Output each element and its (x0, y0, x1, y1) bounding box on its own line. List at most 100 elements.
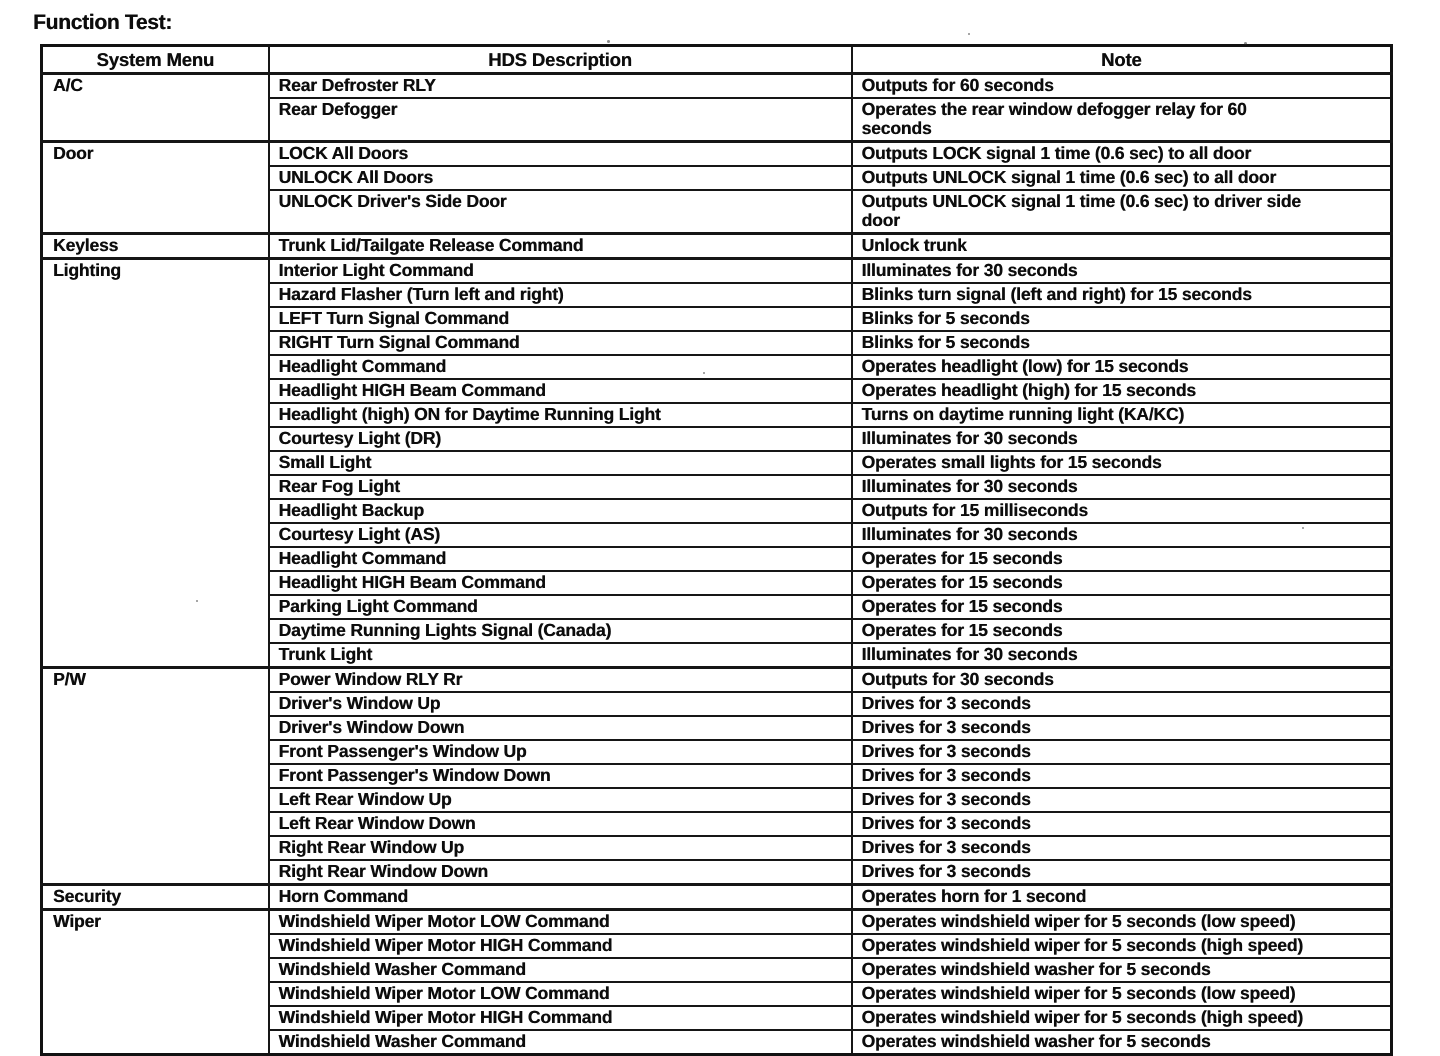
note-cell: Operates headlight (high) for 15 seconds (850, 378, 1393, 404)
note-cell: Blinks for 5 seconds (850, 306, 1393, 332)
hds-description-cell: Headlight Command (267, 354, 853, 380)
hds-description-cell: UNLOCK Driver's Side Door (267, 189, 853, 235)
note-cell: Operates small lights for 15 seconds (850, 450, 1393, 476)
hds-description-cell: Power Window RLY Rr (267, 666, 853, 693)
table-row: P/W Power Window RLY Rr Outputs for 30 sec… (40, 666, 1393, 886)
table-row: Daytime Running Lights Signal (Canada) Op… (42, 618, 1393, 644)
hds-description-cell: Windshield Wiper Motor HIGH Command (267, 933, 853, 959)
note-cell: Drives for 3 seconds (850, 835, 1393, 861)
hds-description-cell: Rear Defogger (267, 97, 853, 143)
note-cell: Operates windshield wiper for 5 seconds … (850, 1005, 1393, 1031)
note-cell: Operates horn for 1 second (850, 883, 1393, 911)
table-row: Courtesy Light (AS) Illuminates for 30 se… (42, 522, 1393, 548)
hds-description-cell: Left Rear Window Down (267, 811, 853, 837)
hds-description-cell: Courtesy Light (AS) (267, 522, 853, 548)
table-row: Right Rear Window Down Drives for 3 secon… (42, 859, 1393, 886)
note-cell: Illuminates for 30 seconds (850, 522, 1393, 548)
hds-description-cell: LOCK All Doors (267, 140, 853, 167)
table-row: Trunk Light Illuminates for 30 seconds (42, 642, 1393, 669)
note-cell: Outputs for 30 seconds (850, 666, 1393, 693)
note-cell: Outputs LOCK signal 1 time (0.6 sec) to … (850, 140, 1393, 167)
scan-speck (1244, 42, 1247, 45)
table-row: Wiper Windshield Wiper Motor LOW Command O… (40, 908, 1393, 1056)
note-cell: Drives for 3 seconds (850, 739, 1393, 765)
note-cell: Unlock trunk (850, 232, 1393, 260)
table-row: A/C Rear Defroster RLY Outputs for 60 seco… (40, 72, 1393, 143)
scan-speck (196, 600, 198, 602)
hds-description-cell: Headlight HIGH Beam Command (267, 570, 853, 596)
table-row: Keyless Trunk Lid/Tailgate Release Comman… (40, 232, 1393, 260)
note-cell: Illuminates for 30 seconds (850, 426, 1393, 452)
table-row: Left Rear Window Up Drives for 3 seconds (42, 787, 1393, 813)
table-row: Rear Defogger Operates the rear window de… (42, 97, 1393, 143)
note-cell: Turns on daytime running light (KA/KC) (850, 402, 1393, 428)
col-header-hds-description: HDS Description (267, 44, 853, 75)
table-row: Windshield Wiper Motor HIGH Command Opera… (42, 1005, 1393, 1031)
system-menu-cell: P/W (40, 666, 270, 886)
table-row: LEFT Turn Signal Command Blinks for 5 sec… (42, 306, 1393, 332)
table-row: Small Light Operates small lights for 15 … (42, 450, 1393, 476)
hds-description-cell: Driver's Window Up (267, 691, 853, 717)
system-menu-cell: A/C (40, 72, 270, 143)
hds-description-cell: Right Rear Window Down (267, 859, 853, 886)
note-cell: Operates for 15 seconds (850, 546, 1393, 572)
hds-description-cell: Headlight HIGH Beam Command (267, 378, 853, 404)
table-row: Headlight Command Operates headlight (low… (42, 354, 1393, 380)
scan-speck (1302, 527, 1304, 529)
note-cell: Operates for 15 seconds (850, 570, 1393, 596)
scan-speck (968, 33, 970, 35)
col-header-system-menu: System Menu (40, 44, 270, 75)
page-title: Function Test: (33, 11, 172, 34)
note-cell: Drives for 3 seconds (850, 691, 1393, 717)
note-cell: Operates windshield washer for 5 seconds (850, 957, 1393, 983)
hds-description-cell: Hazard Flasher (Turn left and right) (267, 282, 853, 308)
table-row: Headlight Backup Outputs for 15 milliseco… (42, 498, 1393, 524)
note-cell: Operates windshield wiper for 5 seconds … (850, 933, 1393, 959)
table-row: Left Rear Window Down Drives for 3 second… (42, 811, 1393, 837)
hds-description-cell: Parking Light Command (267, 594, 853, 620)
table-row: Windshield Wiper Motor LOW Command Operat… (42, 981, 1393, 1007)
hds-description-cell: Headlight (high) ON for Daytime Running … (267, 402, 853, 428)
note-cell: Drives for 3 seconds (850, 859, 1393, 886)
hds-description-cell: Front Passenger's Window Down (267, 763, 853, 789)
note-cell: Operates the rear window defogger relay … (850, 97, 1393, 143)
note-cell: Illuminates for 30 seconds (850, 642, 1393, 669)
hds-description-cell: Trunk Light (267, 642, 853, 669)
hds-description-cell: Headlight Backup (267, 498, 853, 524)
col-header-note: Note (850, 44, 1393, 75)
table-row: RIGHT Turn Signal Command Blinks for 5 se… (42, 330, 1393, 356)
table-row: Driver's Window Down Drives for 3 seconds (42, 715, 1393, 741)
table-row: Door LOCK All Doors Outputs LOCK signal 1 … (40, 140, 1393, 235)
hds-description-cell: Rear Fog Light (267, 474, 853, 500)
hds-description-cell: Trunk Lid/Tailgate Release Command (267, 232, 853, 260)
hds-description-cell: Interior Light Command (267, 257, 853, 284)
hds-description-cell: Windshield Wiper Motor HIGH Command (267, 1005, 853, 1031)
system-menu-cell: Keyless (40, 232, 270, 260)
hds-description-cell: Courtesy Light (DR) (267, 426, 853, 452)
hds-description-cell: RIGHT Turn Signal Command (267, 330, 853, 356)
table-row: Windshield Washer Command Operates windsh… (42, 957, 1393, 983)
note-cell: Blinks for 5 seconds (850, 330, 1393, 356)
table-row: Front Passenger's Window Down Drives for … (42, 763, 1393, 789)
note-cell: Operates for 15 seconds (850, 594, 1393, 620)
hds-description-cell: Small Light (267, 450, 853, 476)
system-menu-cell: Security (40, 883, 270, 911)
table-row: Windshield Wiper Motor HIGH Command Opera… (42, 933, 1393, 959)
table-row: Headlight HIGH Beam Command Operates head… (42, 378, 1393, 404)
note-cell: Drives for 3 seconds (850, 787, 1393, 813)
note-cell: Drives for 3 seconds (850, 715, 1393, 741)
table-row: Courtesy Light (DR) Illuminates for 30 se… (42, 426, 1393, 452)
table-row: Lighting Interior Light Command Illuminate… (40, 257, 1393, 669)
system-menu-cell: Lighting (40, 257, 270, 669)
table-row: Front Passenger's Window Up Drives for 3 … (42, 739, 1393, 765)
hds-description-cell: Front Passenger's Window Up (267, 739, 853, 765)
scan-speck (607, 40, 610, 43)
table-row: Security Horn Command Operates horn for 1 … (40, 883, 1393, 911)
note-cell: Operates headlight (low) for 15 seconds (850, 354, 1393, 380)
hds-description-cell: Horn Command (267, 883, 853, 911)
table-row: Driver's Window Up Drives for 3 seconds (42, 691, 1393, 717)
hds-description-cell: Windshield Washer Command (267, 1029, 853, 1056)
note-cell: Blinks turn signal (left and right) for … (850, 282, 1393, 308)
note-cell: Outputs for 60 seconds (850, 72, 1393, 99)
table-row: UNLOCK Driver's Side Door Outputs UNLOCK … (42, 189, 1393, 235)
